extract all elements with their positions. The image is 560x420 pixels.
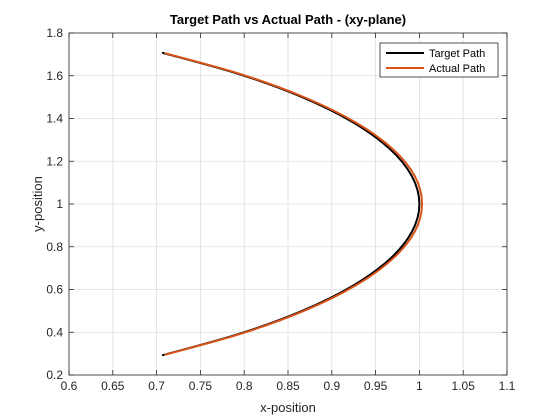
x-tick-label: 0.8	[236, 379, 253, 393]
x-axis-label: x-position	[260, 400, 316, 415]
y-tick-label: 0.8	[46, 240, 63, 254]
y-tick-labels: 0.2 0.4 0.6 0.8 1 1.2 1.4 1.6 1.8	[46, 26, 63, 382]
x-tick-label: 1.05	[452, 379, 476, 393]
y-tick-label: 1.2	[46, 154, 63, 168]
series-line-actual-path	[164, 52, 424, 356]
y-tick-label: 0.2	[46, 368, 63, 382]
x-tick-labels: 0.6 0.65 0.7 0.75 0.8 0.85 0.9 0.95 1 1.05 1.1	[61, 379, 516, 393]
legend-label-target-path: Target Path	[429, 48, 485, 60]
x-tick-label: 0.95	[364, 379, 388, 393]
chart-title: Target Path vs Actual Path - (xy-plane)	[170, 12, 406, 27]
series-group	[161, 51, 424, 357]
legend-box	[379, 42, 499, 78]
y-tick-label: 1.8	[46, 26, 63, 40]
y-tick-label: 1.4	[46, 112, 63, 126]
legend: Target Path Actual Path	[379, 42, 499, 78]
x-tick-label: 0.9	[323, 379, 340, 393]
y-tick-label: 0.6	[46, 283, 63, 297]
x-tick-label: 0.75	[189, 379, 213, 393]
y-tick-label: 0.4	[46, 325, 63, 339]
x-tick-label: 1	[416, 379, 423, 393]
x-tick-label: 0.6	[61, 379, 78, 393]
y-tick-label: 1	[56, 197, 63, 211]
x-tick-label: 0.85	[276, 379, 300, 393]
ticks	[68, 32, 508, 376]
y-axis-label: y-position	[30, 176, 45, 232]
x-tick-label: 0.7	[148, 379, 165, 393]
legend-label-actual-path: Actual Path	[429, 63, 485, 75]
x-tick-label: 1.1	[499, 379, 516, 393]
x-tick-label: 0.65	[101, 379, 125, 393]
y-tick-label: 1.6	[46, 69, 63, 83]
